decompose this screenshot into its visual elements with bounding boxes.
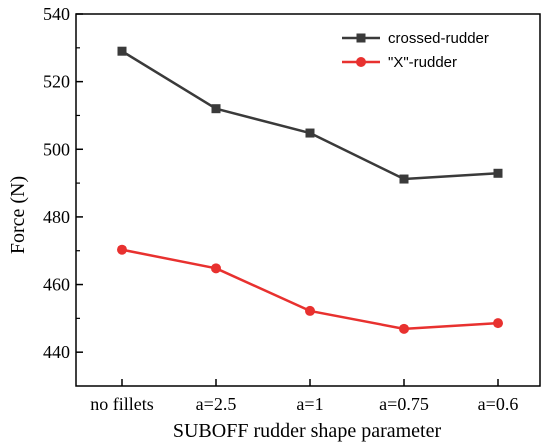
x-axis-title: SUBOFF rudder shape parameter bbox=[173, 420, 442, 442]
x-tick-label: no fillets bbox=[90, 394, 154, 414]
data-point bbox=[493, 318, 503, 329]
legend-label: crossed-rudder bbox=[388, 30, 489, 47]
series-1 bbox=[117, 244, 503, 334]
data-point bbox=[117, 244, 127, 255]
y-axis-title: Force (N) bbox=[7, 176, 29, 254]
y-tick-label: 440 bbox=[43, 342, 70, 362]
legend-label: "X"-rudder bbox=[388, 54, 457, 71]
series-0 bbox=[117, 46, 503, 184]
data-point bbox=[117, 46, 127, 56]
plot-border bbox=[75, 13, 541, 387]
y-tick-label: 460 bbox=[43, 275, 70, 295]
x-tick-label: a=0.75 bbox=[379, 394, 429, 414]
y-tick-label: 520 bbox=[43, 72, 70, 92]
legend-marker bbox=[356, 33, 366, 43]
legend: crossed-rudder "X"-rudder bbox=[342, 30, 489, 71]
data-point bbox=[211, 263, 221, 274]
data-point bbox=[211, 104, 221, 114]
data-point bbox=[399, 174, 409, 184]
data-point bbox=[493, 168, 503, 178]
data-point bbox=[305, 305, 315, 316]
series-line bbox=[121, 248, 499, 331]
x-tick-label: a=1 bbox=[296, 394, 323, 414]
x-tick-label: a=2.5 bbox=[196, 394, 237, 414]
y-axis: 440 460 480 500 520 540 bbox=[43, 4, 83, 362]
y-tick-label: 540 bbox=[43, 4, 70, 24]
y-tick-label: 500 bbox=[43, 139, 70, 159]
x-tick-label: a=0.6 bbox=[478, 394, 519, 414]
y-tick-label: 480 bbox=[43, 207, 70, 227]
plot-frame bbox=[75, 13, 541, 387]
x-axis: no fillets a=2.5 a=1 a=0.75 a=0.6 bbox=[90, 379, 518, 414]
series-layer bbox=[117, 46, 503, 334]
data-point bbox=[305, 128, 315, 138]
data-point bbox=[399, 323, 409, 334]
legend-marker bbox=[356, 57, 366, 67]
